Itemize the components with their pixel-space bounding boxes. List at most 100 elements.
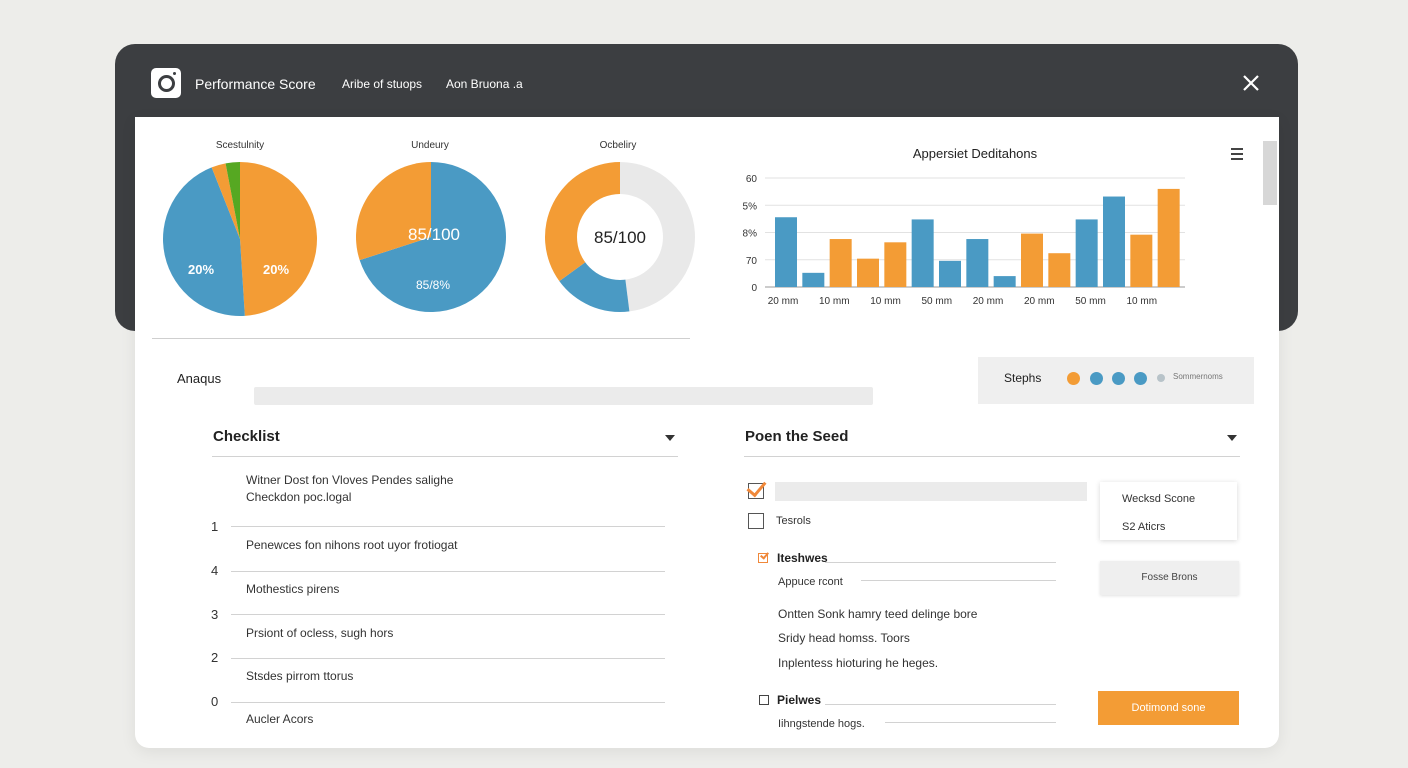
primary-button[interactable]: Dotimond sone <box>1098 691 1239 725</box>
bar-chart: 0 70 8% 5% 60 20 mm 10 mm 10 mm 50 mm 20 mm 20 mm 5… <box>743 174 1185 307</box>
pie-1-text-right: 20% <box>263 262 289 277</box>
window-title: Performance Score <box>195 76 316 92</box>
x-tick-label: 20 mm <box>973 296 1004 307</box>
steps-caption: Sommernoms <box>1173 372 1223 381</box>
menu-item-2[interactable]: Aon Bruona .a <box>446 77 523 91</box>
seed-line-3: Inplentess hioturing he heges. <box>778 656 939 670</box>
seed-chevron-down-icon[interactable] <box>1227 435 1237 441</box>
pie-2-label: Undeury <box>411 140 449 151</box>
pie-slice <box>162 167 245 316</box>
x-tick-label: 10 mm <box>870 296 901 307</box>
checkmark-icon <box>746 476 767 498</box>
seed-rule <box>744 456 1240 457</box>
bar <box>775 217 797 287</box>
step-dot-1[interactable] <box>1067 372 1080 385</box>
pie-1-label: Scestulnity <box>215 140 265 151</box>
donut-text-center: 85/100 <box>594 228 646 247</box>
steps-label: Stephs <box>1004 371 1042 385</box>
bar <box>1075 219 1098 287</box>
checkbox-2-label: Tesrols <box>776 515 811 527</box>
checkbox-checked[interactable] <box>746 476 767 499</box>
pie-slice <box>240 162 317 316</box>
step-dot-2[interactable] <box>1090 372 1103 385</box>
group-1-checkbox[interactable] <box>758 553 768 563</box>
x-tick-label: 50 mm <box>921 296 952 307</box>
checklist-item-3[interactable]: Mothestics pirens <box>246 582 340 596</box>
group-2-checkbox[interactable] <box>759 695 769 705</box>
donut-chart: 85/100 <box>545 162 696 312</box>
seed-line-1: Ontten Sonk hamry teed delinge bore <box>778 607 978 621</box>
checklist-item-1[interactable]: Witner Dost fon Vloves Pendes salighe Ch… <box>246 473 454 504</box>
checklist-row-divider <box>231 702 665 703</box>
analysis-progress-bar <box>254 387 873 405</box>
checklist-number-5: 0 <box>211 694 219 709</box>
checklist-chevron-down-icon[interactable] <box>665 435 675 441</box>
y-tick-label: 0 <box>751 283 757 294</box>
bar <box>939 260 961 287</box>
checklist-number-2: 4 <box>211 563 219 578</box>
group-2-rule <box>825 704 1056 705</box>
pie-slice <box>211 163 240 239</box>
seed-input-bar[interactable] <box>775 482 1087 501</box>
bar <box>966 239 989 287</box>
bar <box>1130 234 1153 287</box>
x-tick-label: 20 mm <box>768 296 799 307</box>
close-icon[interactable] <box>1240 72 1262 94</box>
score-card-line-2: S2 Aticrs <box>1122 521 1166 533</box>
camera-icon <box>151 68 181 98</box>
group-1-rule <box>825 562 1056 563</box>
x-tick-label: 10 mm <box>819 296 850 307</box>
pie-chart-2: 85/100 85/8% <box>356 162 506 312</box>
checklist-title: Checklist <box>213 428 280 445</box>
checklist-row-divider <box>231 571 665 572</box>
bar <box>1048 253 1071 287</box>
checklist-number-1: 1 <box>211 519 219 534</box>
group-2-subtitle: Iihngstende hogs. <box>778 718 865 730</box>
bar <box>993 276 1016 287</box>
checklist-item-2[interactable]: Penewces fon nihons root uyor frotiogat <box>246 538 458 552</box>
menu-icon[interactable] <box>1231 148 1243 162</box>
y-tick-label: 8% <box>743 229 758 240</box>
bar-chart-title: Appersiet Deditahons <box>912 146 1038 161</box>
y-tick-label: 70 <box>746 256 758 267</box>
checklist-row-divider <box>231 614 665 615</box>
seed-title: Poen the Seed <box>745 428 849 445</box>
group-1-title: Iteshwes <box>777 551 828 565</box>
y-tick-label: 5% <box>743 201 758 212</box>
x-tick-label: 20 mm <box>1024 296 1055 307</box>
bar <box>829 239 852 287</box>
pie-3-label: Ocbeliry <box>599 140 637 151</box>
scrollbar-thumb[interactable] <box>1263 141 1277 205</box>
checklist-item-6[interactable]: Aucler Acors <box>246 712 314 726</box>
step-dot-3[interactable] <box>1112 372 1125 385</box>
pie-slice <box>356 162 431 261</box>
group-2-title: Pielwes <box>777 693 822 707</box>
checklist-rule <box>212 456 678 457</box>
checklist-row-divider <box>231 658 665 659</box>
pie-1-text-left: 20% <box>188 262 214 277</box>
main-panel: Scestulnity 20% 20% Undeury 85/100 85/8%… <box>135 117 1279 748</box>
seed-line-2: Sridy head homss. Toors <box>778 631 910 645</box>
bar <box>1103 196 1125 287</box>
bar <box>802 272 825 287</box>
bar <box>1021 233 1043 287</box>
checklist-row-divider <box>231 526 665 527</box>
score-card-line-1: Wecksd Scone <box>1122 493 1196 505</box>
group-2-sub-rule <box>885 722 1056 723</box>
pie-2-text-center: 85/100 <box>408 225 460 244</box>
pie-slice <box>359 162 506 312</box>
checklist-number-3: 3 <box>211 607 219 622</box>
bar <box>911 219 934 287</box>
group-1-sub-rule <box>861 580 1056 581</box>
checkbox-unchecked[interactable] <box>748 513 764 529</box>
y-tick-label: 60 <box>746 174 758 185</box>
checklist-item-5[interactable]: Stsdes pirrom ttorus <box>246 669 354 683</box>
bar <box>857 258 879 287</box>
step-dot-4[interactable] <box>1134 372 1147 385</box>
group-1-subtitle: Appuce rcont <box>778 576 843 588</box>
x-tick-label: 50 mm <box>1075 296 1106 307</box>
menu-item-1[interactable]: Aribe of stuops <box>342 77 423 91</box>
divider <box>152 338 690 339</box>
checklist-item-4[interactable]: Prsiont of ocless, sugh hors <box>246 626 394 640</box>
secondary-button[interactable]: Fosse Brons <box>1100 561 1239 595</box>
